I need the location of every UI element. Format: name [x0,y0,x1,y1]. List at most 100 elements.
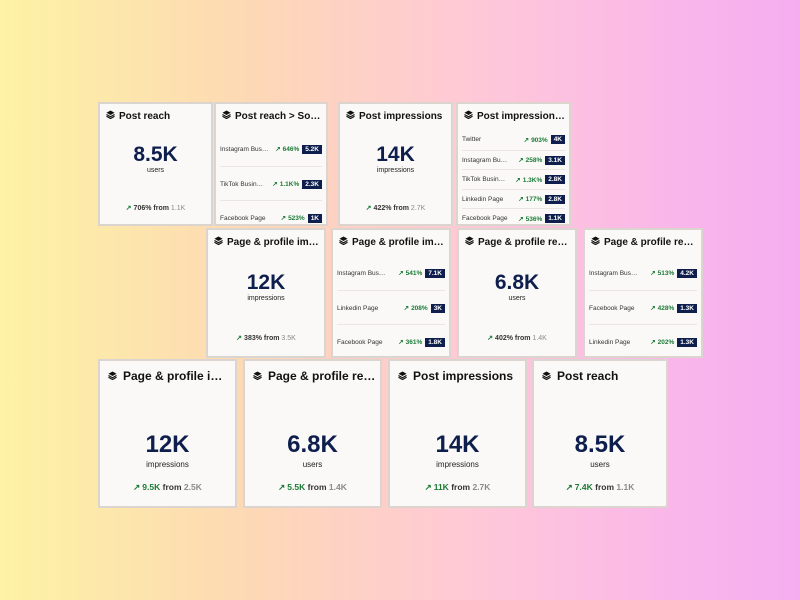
kpi-unit: users [302,460,323,469]
kpi-card-post-reach[interactable]: Post reach 8.5K users ↗ 706% from 1.1K [98,102,213,226]
breakdown-card-post-impressions-social[interactable]: Post impressions … Twitter ↗ 903% 4K Instagra… [456,102,571,226]
card-title-text: Page & profile rea… [604,236,697,248]
kpi-block: 6.8K users [245,433,380,470]
trend-up-arrow-icon: ↗ [424,482,432,492]
trend-up-arrow-icon: ↗ [133,482,141,492]
kpi-change-value: 706% [133,205,152,212]
channel-change-value: 523% [288,215,305,222]
card-title-text: Post impressions … [477,110,565,122]
card-title-text: Post reach > Soci… [235,110,322,122]
kpi-card-page-profile-reach-large[interactable]: Page & profile reach 6.8K users ↗ 5.5K from … [243,359,382,508]
breakdown-row[interactable]: Facebook Page ↗ 536% 1.1K [462,208,565,229]
kpi-change-footer: ↗ 422% from 2.7K [340,204,451,212]
stacked-layers-icon [398,369,407,383]
kpi-value: 12K [145,431,190,458]
kpi-change-footer: ↗ 402% from 1.4K [459,334,575,342]
kpi-unit: users [590,460,610,469]
stacked-layers-icon [214,236,223,248]
breakdown-card-post-reach-social[interactable]: Post reach > Soci… Instagram Bus… ↗ 646% 5.2… [214,102,328,226]
channel-name: Facebook Page [462,215,508,223]
kpi-card-page-profile-impressions[interactable]: Page & profile im… 12K impressions ↗ 383% fr… [206,228,326,358]
kpi-value: 12K [246,271,286,294]
kpi-from-label: from [263,335,280,342]
channel-name: Twitter [462,136,482,144]
kpi-change-footer: ↗ 9.5K from 2.5K [100,482,235,493]
kpi-unit: impressions [436,460,479,469]
channel-name: Linkedin Page [589,338,631,346]
card-title-text: Post impressions [359,110,443,122]
channel-name: Facebook Page [337,338,383,346]
kpi-block: 12K impressions [208,272,324,302]
kpi-block: 8.5K users [534,431,666,470]
trend-up-arrow-icon: ↗ [650,270,656,277]
trend-up-arrow-icon: ↗ [278,482,286,492]
breakdown-row[interactable]: Linkedin Page ↗ 202% 1.3K [589,324,697,359]
kpi-card-page-profile-reach[interactable]: Page & profile reach 6.8K users ↗ 402% from … [457,228,577,358]
breakdown-row[interactable]: Linkedin Page ↗ 208% 3K [337,290,445,325]
breakdown-row[interactable]: Instagram Bu… ↗ 258% 3.1K [462,149,565,171]
kpi-unit: impressions [146,460,189,469]
channel-change: ↗ 177% [518,195,542,203]
kpi-previous-value: 1.1K [170,205,186,212]
trend-up-arrow-icon: ↗ [365,205,372,212]
channel-value-badge: 1.1K [545,214,565,224]
channel-value-badge: 3K [430,303,445,313]
kpi-block: 14K impressions [390,433,525,470]
breakdown-row[interactable]: Instagram Bus… ↗ 541% 7.1K [337,256,445,290]
kpi-from-label: from [514,335,531,342]
stacked-layers-icon [222,110,231,122]
breakdown-row[interactable]: Linkedin Page ↗ 177% 2.8K [462,188,565,210]
stacked-layers-icon [253,369,262,383]
kpi-block: 6.8K users [459,272,575,302]
kpi-card-post-impressions[interactable]: Post impressions 14K impressions ↗ 422% from… [338,102,453,226]
channel-change: ↗ 1.3K% [515,176,542,184]
kpi-from-label: from [162,482,182,492]
kpi-from-label: from [307,482,327,492]
kpi-card-post-reach-large[interactable]: Post reach 8.5K users ↗ 7.4K from 1.1K [532,359,668,508]
trend-up-arrow-icon: ↗ [236,335,243,342]
card-title-text: Page & profile im… [123,369,231,383]
breakdown-row[interactable]: Facebook Page ↗ 361% 1.8K [337,324,445,359]
channel-name: TikTok Busin… [220,180,264,188]
channel-change: ↗ 428% [650,304,674,312]
trend-up-arrow-icon: ↗ [518,196,524,204]
channel-change-value: 541% [405,270,423,277]
channel-change: ↗ 541% [398,269,422,277]
breakdown-row[interactable]: Twitter ↗ 903% 4K [462,130,565,150]
kpi-card-post-impressions-large[interactable]: Post impressions 14K impressions ↗ 11K from … [388,359,527,508]
kpi-value: 8.5K [133,143,178,166]
kpi-previous-value: 1.4K [328,482,347,492]
kpi-previous-value: 3.5K [281,335,296,342]
kpi-change-footer: ↗ 706% from 1.1K [100,204,211,212]
breakdown-row[interactable]: TikTok Busin… ↗ 1.1K% 2.3K [220,166,322,201]
breakdown-row[interactable]: Facebook Page ↗ 428% 1.3K [589,290,697,325]
channel-change: ↗ 1.1K% [272,180,299,188]
channel-change: ↗ 208% [404,304,428,312]
channel-change: ↗ 523% [281,214,305,222]
stacked-layers-icon [465,236,474,248]
breakdown-card-page-profile-reach-social[interactable]: Page & profile rea… Instagram Bus… ↗ 513% 4.… [583,228,703,358]
breakdown-card-page-profile-impressions-social[interactable]: Page & profile im… Instagram Bus… ↗ 541% 7.1… [331,228,451,358]
card-title-text: Page & profile im… [352,236,444,248]
channel-name: Linkedin Page [337,304,379,312]
channel-change: ↗ 202% [650,338,674,346]
card-title: Page & profile im… [214,236,320,248]
kpi-value: 6.8K [494,271,540,294]
breakdown-row[interactable]: Instagram Bus… ↗ 646% 5.2K [220,132,322,166]
kpi-previous-value: 1.4K [532,335,547,342]
card-title: Post reach > Soci… [222,110,322,122]
channel-change-value: 536% [525,215,543,223]
trend-up-arrow-icon: ↗ [272,181,278,188]
kpi-change-footer: ↗ 5.5K from 1.4K [245,482,380,493]
kpi-previous-value: 2.7K [410,205,426,212]
channel-value-badge: 5.2K [302,144,322,154]
kpi-block: 12K impressions [100,431,235,470]
card-title-text: Post impressions [413,369,514,383]
kpi-card-page-profile-impressions-large[interactable]: Page & profile im… 12K impressions ↗ 9.5K fr… [98,359,237,508]
channel-change-value: 513% [657,270,675,277]
breakdown-row[interactable]: Instagram Bus… ↗ 513% 4.2K [589,256,697,290]
breakdown-row[interactable]: Facebook Page ↗ 523% 1K [220,200,322,235]
channel-value-badge: 2.8K [545,194,565,204]
breakdown-row[interactable]: TikTok Busin… ↗ 1.3K% 2.8K [462,169,565,190]
kpi-value: 8.5K [574,431,626,458]
